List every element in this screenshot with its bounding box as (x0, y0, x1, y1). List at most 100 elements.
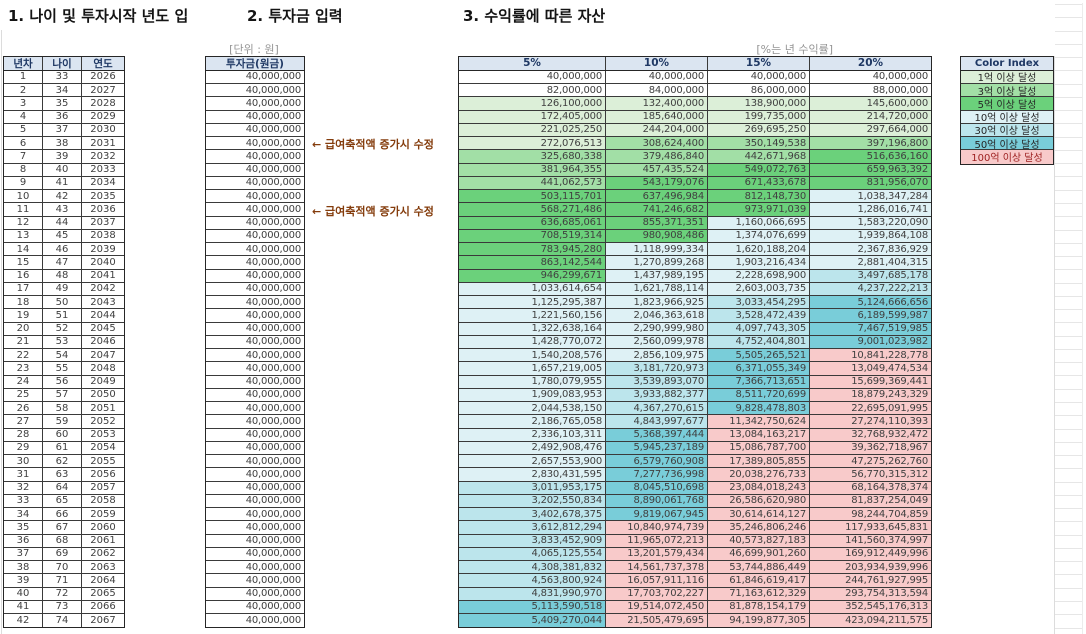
table-cell[interactable]: 40,000,000 (245, 84, 301, 96)
table-cell[interactable]: 5,113,590,518 (459, 600, 606, 614)
table-cell[interactable]: 56,770,315,312 (810, 468, 931, 481)
table-cell[interactable]: 73 (43, 600, 82, 614)
table-cell[interactable]: 17 (4, 282, 43, 296)
table-cell[interactable]: 4,065,125,554 (459, 547, 606, 561)
table-cell[interactable]: 9,819,067,945 (606, 508, 708, 521)
table-cell[interactable]: 68,164,378,374 (810, 481, 931, 494)
table-cell[interactable]: 40,000,000 (245, 97, 301, 109)
table-cell[interactable]: 568,271,486 (459, 203, 606, 216)
table-cell[interactable]: 32 (4, 481, 43, 494)
table-cell[interactable]: 40 (43, 163, 82, 176)
table-cell[interactable]: 13,201,579,434 (606, 547, 708, 561)
table-cell[interactable]: 40,000,000 (245, 150, 301, 162)
table-cell[interactable]: 671,433,678 (708, 176, 810, 190)
table-cell[interactable]: 40,000,000 (245, 588, 301, 600)
table-cell[interactable]: 708,519,314 (459, 229, 606, 243)
table-cell[interactable]: 36 (43, 110, 82, 123)
table-cell[interactable]: 40,000,000 (245, 230, 301, 242)
table-cell[interactable]: 12 (4, 216, 43, 229)
table-cell[interactable]: 172,405,000 (459, 110, 606, 123)
table-cell[interactable]: 98,244,704,859 (810, 508, 931, 521)
table-cell[interactable]: 5,505,265,521 (708, 349, 810, 362)
table-cell[interactable]: 1,583,220,090 (810, 216, 931, 229)
table-cell[interactable]: 48 (43, 269, 82, 282)
table-cell[interactable]: 42 (43, 190, 82, 203)
table-cell[interactable]: 28 (4, 428, 43, 441)
table-cell[interactable]: 126,100,000 (459, 97, 606, 110)
table-cell[interactable]: 9 (4, 176, 43, 190)
table-cell[interactable]: 3 (4, 97, 43, 110)
table-cell[interactable]: 3,497,685,178 (810, 269, 931, 282)
table-cell[interactable]: 5 (4, 123, 43, 137)
table-cell[interactable]: 2050 (90, 389, 116, 401)
table-cell[interactable]: 41 (43, 176, 82, 190)
table-cell[interactable]: 35,246,806,246 (708, 521, 810, 534)
table-cell[interactable]: 10 (4, 190, 43, 203)
table-cell[interactable]: 2,881,404,315 (810, 256, 931, 269)
table-cell[interactable]: 117,933,645,831 (810, 521, 931, 534)
table-cell[interactable]: 3,202,550,834 (459, 494, 606, 508)
table-cell[interactable]: 2027 (90, 84, 116, 96)
table-cell[interactable]: 1,033,614,654 (459, 282, 606, 296)
table-cell[interactable]: 34 (4, 508, 43, 521)
table-cell[interactable]: 81,837,254,049 (810, 494, 931, 508)
table-cell[interactable]: 2,856,109,975 (606, 349, 708, 362)
table-cell[interactable]: 61 (43, 441, 82, 455)
table-cell[interactable]: 10억 이상 달성 (961, 110, 1053, 123)
table-cell[interactable]: 40,000,000 (245, 601, 301, 613)
table-cell[interactable]: 2033 (90, 164, 116, 176)
table-cell[interactable]: 145,600,000 (810, 97, 931, 110)
table-cell[interactable]: 19,514,072,450 (606, 600, 708, 614)
table-cell[interactable]: 2026 (90, 71, 116, 83)
table-cell[interactable]: 2049 (90, 376, 116, 388)
table-cell[interactable]: 30억 이상 달성 (961, 123, 1053, 137)
table-cell[interactable]: 4,843,997,677 (606, 415, 708, 428)
table-cell[interactable]: 40,000,000 (708, 70, 810, 84)
table-cell[interactable]: 5,368,397,444 (606, 428, 708, 441)
table-cell[interactable]: 40,000,000 (245, 243, 301, 255)
table-cell[interactable]: 14,561,737,378 (606, 561, 708, 574)
table-cell[interactable]: 2039 (90, 243, 116, 255)
table-cell[interactable]: 244,761,927,995 (810, 574, 931, 587)
table-cell[interactable]: 221,025,250 (459, 123, 606, 137)
table-cell[interactable]: 1,903,216,434 (708, 256, 810, 269)
table-cell[interactable]: 8,890,061,768 (606, 494, 708, 508)
table-cell[interactable]: 15,086,787,700 (708, 441, 810, 455)
table-cell[interactable]: 40,000,000 (245, 164, 301, 176)
table-cell[interactable]: 2,290,999,980 (606, 322, 708, 335)
column-header-principal[interactable]: 투자금(원금) (206, 57, 304, 70)
table-cell[interactable]: 2055 (90, 455, 116, 467)
table-cell[interactable]: 2062 (90, 548, 116, 560)
table-cell[interactable]: 33 (43, 70, 82, 84)
table-cell[interactable]: 38 (43, 137, 82, 150)
table-cell[interactable]: 1,322,638,164 (459, 322, 606, 335)
table-cell[interactable]: 39,362,718,967 (810, 441, 931, 455)
table-cell[interactable]: 1,270,899,268 (606, 256, 708, 269)
table-cell[interactable]: 15,699,369,441 (810, 375, 931, 388)
table-cell[interactable]: 40,000,000 (245, 468, 301, 480)
table-cell[interactable]: 7,277,736,998 (606, 468, 708, 481)
table-cell[interactable]: 272,076,513 (459, 137, 606, 150)
table-cell[interactable]: 5억 이상 달성 (961, 97, 1053, 110)
table-cell[interactable]: 40,000,000 (245, 137, 301, 149)
table-cell[interactable]: 47 (43, 256, 82, 269)
table-cell[interactable]: 379,486,840 (606, 150, 708, 163)
table-cell[interactable]: 3,612,812,294 (459, 521, 606, 534)
table-cell[interactable]: 3,011,953,175 (459, 481, 606, 494)
table-cell[interactable]: 40,000,000 (245, 508, 301, 520)
table-cell[interactable]: 741,246,682 (606, 203, 708, 216)
table-cell[interactable]: 2045 (90, 323, 116, 335)
table-cell[interactable]: 132,400,000 (606, 97, 708, 110)
table-cell[interactable]: 2036 (90, 203, 116, 215)
table-cell[interactable]: 973,971,039 (708, 203, 810, 216)
table-cell[interactable]: 18,879,243,329 (810, 388, 931, 402)
table-cell[interactable]: 2041 (90, 270, 116, 282)
table-cell[interactable]: 37 (43, 123, 82, 137)
table-cell[interactable]: 13,049,474,534 (810, 362, 931, 375)
table-cell[interactable]: 2 (4, 84, 43, 97)
table-cell[interactable]: 30 (4, 455, 43, 468)
table-cell[interactable]: 2028 (90, 97, 116, 109)
table-cell[interactable]: 636,685,061 (459, 216, 606, 229)
table-cell[interactable]: 40,000,000 (245, 177, 301, 189)
table-cell[interactable]: 2064 (90, 574, 116, 586)
